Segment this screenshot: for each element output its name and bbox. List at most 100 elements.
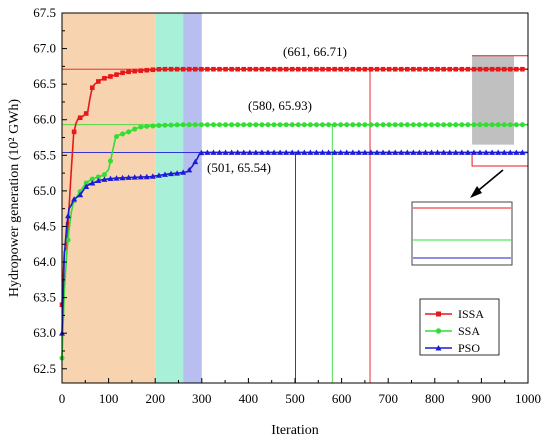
zoom-inset [411,201,513,266]
marker-square [65,222,71,227]
marker-circle [471,122,477,128]
series-markers-ssa [59,122,525,361]
marker-triangle [307,149,314,155]
marker-triangle [464,149,471,155]
marker-square [441,66,446,72]
marker-square [277,66,283,72]
marker-circle [392,122,398,128]
marker-circle [150,123,156,129]
marker-triangle [222,149,229,155]
marker-triangle [240,149,247,155]
marker-circle [217,122,223,128]
marker-square [174,66,180,72]
marker-triangle [137,174,144,180]
y-tick-label: 66.0 [33,112,56,127]
marker-square [156,66,162,72]
marker-triangle [210,149,217,155]
marker-circle [289,122,295,128]
marker-square [120,70,125,76]
legend-marker-triangle [435,345,442,351]
legend: ISSA SSA PSO [419,298,500,356]
marker-square [520,66,525,72]
x-tick-label: 500 [285,391,305,406]
marker-triangle [374,149,381,155]
shaded-region-2 [183,13,202,383]
marker-circle [459,122,465,128]
marker-square [235,66,240,72]
marker-square [241,66,247,72]
y-tick-label: 67.0 [33,41,56,56]
marker-triangle [283,149,290,155]
marker-square [89,85,95,91]
marker-circle [429,122,435,128]
marker-circle [326,122,332,128]
marker-circle [422,122,428,128]
marker-square [338,66,343,72]
marker-circle [398,122,404,128]
marker-circle [107,158,113,164]
marker-square [289,66,295,72]
marker-square [429,66,434,72]
marker-circle [374,122,380,128]
marker-triangle [398,149,405,155]
marker-square [71,129,77,135]
marker-square [368,66,374,72]
marker-circle [271,122,277,128]
marker-circle [301,122,307,128]
marker-triangle [277,149,284,155]
marker-circle [441,122,447,128]
marker-triangle [495,149,502,155]
marker-circle [247,122,253,128]
marker-square [374,66,380,72]
shaded-region-1 [155,13,184,383]
marker-square [168,66,174,72]
marker-triangle [271,149,278,155]
marker-circle [120,131,126,137]
marker-circle [447,122,453,128]
marker-circle [332,122,338,128]
marker-circle [259,122,265,128]
marker-square [102,76,107,81]
marker-circle [89,176,95,182]
marker-square [308,66,313,72]
marker-triangle [101,176,108,182]
marker-circle [356,122,362,128]
marker-circle [477,122,483,128]
legend-label-ssa: SSA [458,324,480,338]
marker-triangle [89,180,96,186]
marker-square [392,66,398,72]
marker-square [162,66,168,72]
marker-circle [313,122,319,128]
marker-square [126,69,131,75]
marker-square [495,66,501,72]
marker-circle [277,122,283,128]
legend-marker-circle [435,328,442,334]
marker-triangle [446,149,453,155]
marker-triangle [313,149,320,155]
marker-triangle [149,173,156,179]
marker-square [199,66,204,72]
marker-triangle [470,149,477,155]
marker-triangle [113,175,120,181]
legend-label-pso: PSO [458,341,480,355]
marker-triangle [501,149,508,155]
marker-square [253,66,259,72]
marker-square [501,66,507,72]
marker-square [83,111,89,116]
marker-triangle [180,169,187,175]
marker-circle [380,122,386,128]
y-axis-label: Hydropower generation (10² GWh) [7,99,22,298]
marker-square [295,66,301,72]
y-tick-label: 63.5 [33,290,56,305]
marker-triangle [161,171,168,177]
marker-triangle [186,166,193,173]
marker-circle [489,122,495,128]
marker-square [223,66,228,72]
marker-circle [344,122,350,128]
marker-circle [483,122,489,128]
marker-square [192,66,198,72]
marker-triangle [95,177,102,184]
marker-circle [192,122,198,128]
marker-circle [416,122,422,128]
